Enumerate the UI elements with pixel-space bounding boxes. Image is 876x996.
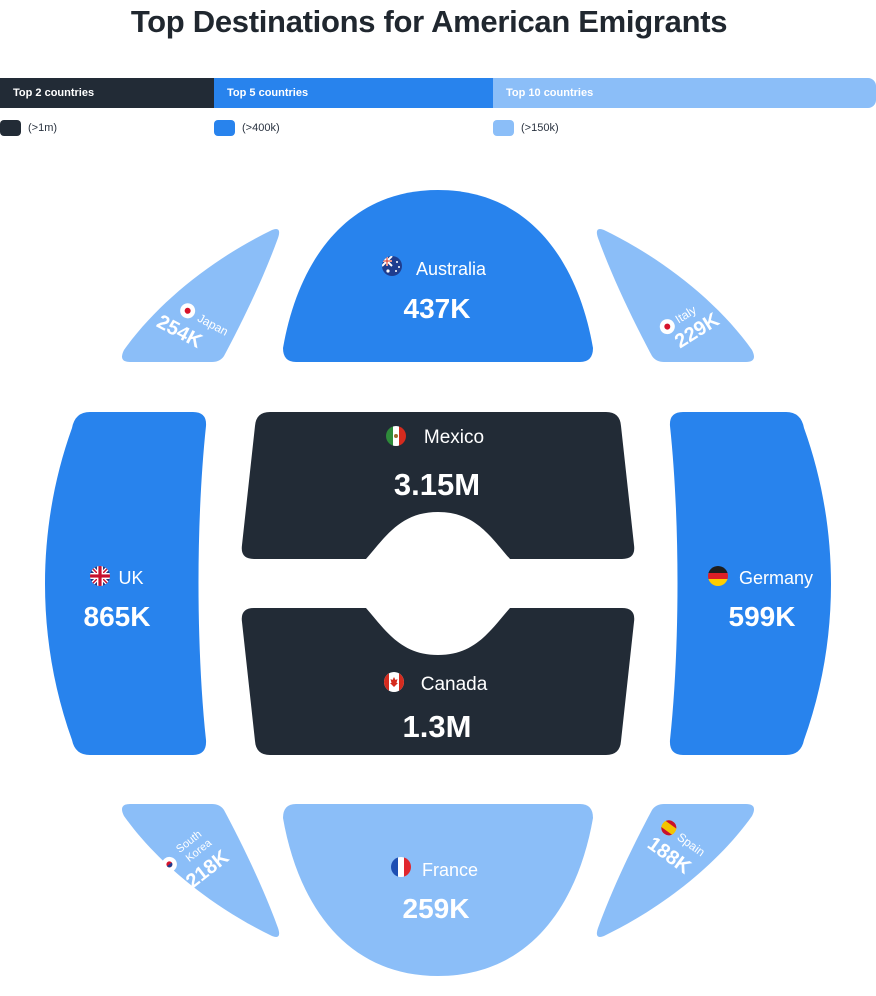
label-uk-name: UK: [118, 568, 143, 588]
shape-uk: [45, 412, 207, 755]
shape-canada: [241, 608, 635, 755]
tier-top-5: Top 5 countries: [214, 78, 493, 108]
legend-swatch: [0, 120, 21, 136]
tier-top-10: Top 10 countries: [493, 78, 876, 108]
shape-italy: [596, 229, 754, 362]
australia-flag-icon: [382, 256, 402, 276]
label-canada-name: Canada: [421, 674, 488, 695]
label-germany-value: 599K: [729, 601, 796, 632]
germany-flag-icon: [708, 566, 728, 586]
legend-swatch: [493, 120, 514, 136]
legend-swatch: [214, 120, 235, 136]
uk-flag-icon: [90, 566, 110, 586]
label-mexico-value: 3.15M: [394, 467, 480, 502]
shape-australia: [283, 190, 593, 362]
label-canada-value: 1.3M: [403, 709, 472, 744]
label-france-name: France: [422, 860, 478, 880]
label-germany-name: Germany: [739, 568, 813, 588]
france-flag-icon: [391, 857, 411, 877]
label-australia-name: Australia: [416, 259, 487, 279]
mexico-flag-icon: [386, 426, 406, 446]
tier-top-2: Top 2 countries: [0, 78, 214, 108]
legend-label: (>150k): [521, 122, 559, 134]
shape-germany: [669, 412, 831, 755]
shape-south-korea: [122, 804, 280, 937]
tier-bar: Top 2 countries Top 5 countries Top 10 c…: [0, 78, 876, 108]
label-uk-value: 865K: [84, 601, 151, 632]
shape-japan: [122, 229, 280, 362]
label-france-value: 259K: [403, 893, 470, 924]
chart-title: Top Destinations for American Emigrants: [130, 4, 728, 39]
label-mexico-name: Mexico: [424, 427, 484, 448]
shape-spain: [596, 804, 754, 937]
legend-label: (>1m): [28, 122, 58, 134]
shape-france: [283, 804, 593, 976]
label-australia-value: 437K: [404, 293, 471, 324]
canada-flag-icon: [384, 672, 404, 692]
shape-mexico: [241, 412, 635, 559]
legend-label: (>400k): [242, 122, 280, 134]
